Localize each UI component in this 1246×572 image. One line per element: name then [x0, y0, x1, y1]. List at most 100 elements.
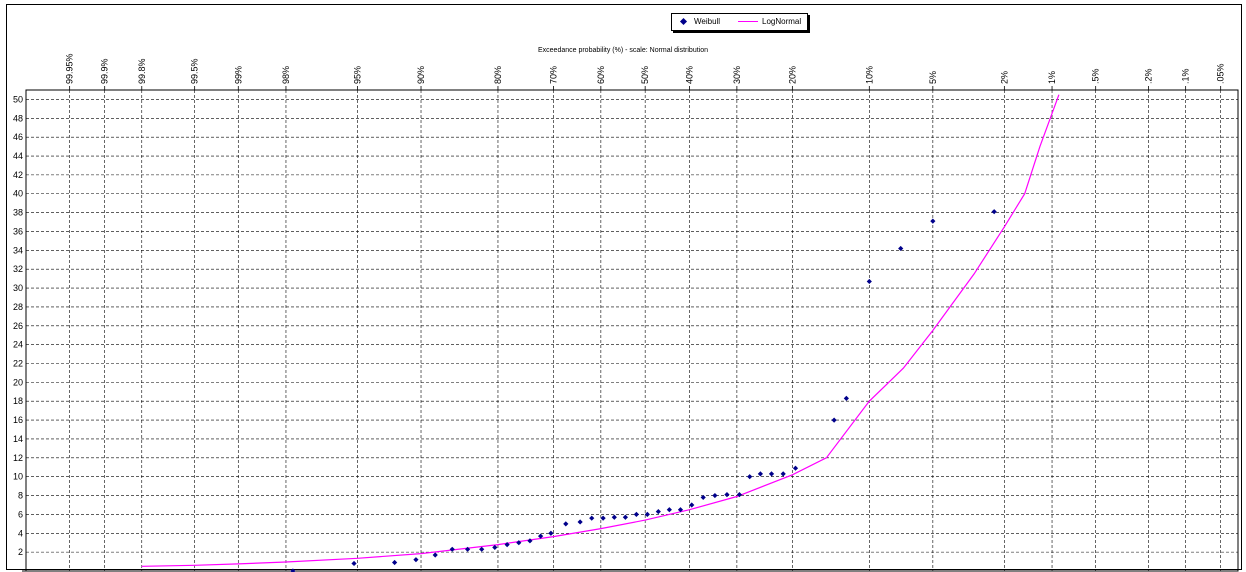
y-tick-label: 4 — [18, 528, 23, 538]
weibull-point — [712, 492, 718, 499]
x-tick-label: .1% — [1181, 68, 1191, 84]
x-tick-label: 50% — [640, 66, 650, 84]
y-tick-label: 24 — [13, 340, 23, 350]
weibull-point — [492, 544, 498, 551]
weibull-point — [504, 541, 510, 548]
legend-label-lognormal: LogNormal — [762, 17, 802, 26]
x-tick-label: 99.5% — [190, 58, 200, 84]
x-tick-label: 99.8% — [137, 58, 147, 84]
y-tick-label: 20 — [13, 377, 23, 387]
y-tick-label: 16 — [13, 415, 23, 425]
chart-frame — [6, 4, 1242, 570]
weibull-point — [930, 218, 936, 224]
y-tick-label: 30 — [13, 283, 23, 293]
lognormal-line-icon — [738, 21, 758, 22]
weibull-point — [757, 471, 763, 477]
weibull-point — [768, 471, 775, 477]
weibull-point — [747, 474, 753, 480]
weibull-point — [563, 521, 569, 527]
y-tick-label: 10 — [13, 472, 23, 482]
weibull-point — [290, 568, 296, 572]
y-tick-label: 12 — [13, 453, 23, 463]
y-tick-label: 46 — [13, 132, 23, 142]
x-tick-label: .05% — [1216, 63, 1226, 84]
weibull-point — [527, 538, 533, 544]
weibull-point — [644, 511, 650, 518]
x-tick-label: 30% — [732, 66, 742, 84]
weibull-point — [589, 515, 595, 521]
y-tick-label: 42 — [13, 170, 23, 180]
x-tick-label: 95% — [352, 66, 362, 84]
x-tick-label: 99.9% — [100, 58, 110, 84]
y-tick-label: 8 — [18, 491, 23, 501]
y-tick-label: 34 — [13, 245, 23, 255]
weibull-point — [516, 540, 522, 546]
y-tick-label: 6 — [18, 509, 23, 519]
x-tick-label: 80% — [493, 66, 503, 84]
x-tick-label: 99% — [233, 66, 243, 84]
weibull-point — [831, 417, 837, 423]
weibull-point — [736, 492, 743, 498]
y-tick-label: 32 — [13, 264, 23, 274]
weibull-point — [464, 546, 471, 552]
x-tick-label: 5% — [928, 71, 938, 84]
weibull-point — [898, 245, 904, 252]
x-tick-label: 90% — [416, 66, 426, 84]
y-tick-label: 40 — [13, 189, 23, 199]
legend-label-weibull: Weibull — [694, 17, 721, 26]
weibull-point — [780, 471, 786, 477]
x-tick-label: 70% — [548, 66, 558, 84]
weibull-point — [792, 465, 799, 471]
plot-area-border — [25, 89, 1239, 572]
x-tick-label: 40% — [684, 66, 694, 84]
chart-title: Exceedance probability (%) - scale: Norm… — [537, 47, 709, 54]
weibull-point — [724, 492, 730, 498]
legend-item-lognormal: LogNormal — [738, 17, 801, 26]
weibull-point — [689, 502, 695, 508]
y-tick-label: 18 — [13, 396, 23, 406]
weibull-point — [351, 560, 357, 567]
weibull-point — [479, 546, 485, 552]
y-tick-label: 2 — [18, 547, 23, 557]
x-tick-label: .2% — [1144, 68, 1154, 84]
weibull-point — [843, 395, 849, 402]
y-tick-label: 14 — [13, 434, 23, 444]
y-tick-label: 38 — [13, 208, 23, 218]
weibull-point — [866, 278, 872, 285]
weibull-point — [392, 559, 398, 566]
y-tick-label: 28 — [13, 302, 23, 312]
y-tick-label: 36 — [13, 226, 23, 236]
weibull-point — [655, 508, 661, 515]
y-tick-label: 44 — [13, 151, 23, 161]
x-tick-label: 20% — [787, 66, 797, 84]
legend-item-weibull: Weibull — [679, 17, 721, 26]
y-tick-label: 22 — [13, 359, 23, 369]
x-tick-label: 1% — [1047, 71, 1057, 84]
weibull-point — [677, 507, 684, 513]
x-tick-label: 2% — [999, 71, 1009, 84]
weibull-point — [548, 530, 554, 536]
weibull-point — [611, 514, 617, 520]
chart-legend: Weibull LogNormal — [671, 13, 808, 31]
x-tick-label: 10% — [864, 66, 874, 84]
x-tick-label: 60% — [596, 66, 606, 84]
weibull-point — [666, 507, 672, 513]
weibull-point — [600, 515, 606, 521]
y-tick-label: 48 — [13, 113, 23, 123]
weibull-point — [633, 511, 639, 518]
weibull-point — [700, 494, 706, 501]
x-tick-label: 98% — [281, 66, 291, 84]
weibull-point — [991, 209, 997, 215]
weibull-point — [449, 546, 455, 552]
weibull-point — [413, 557, 419, 563]
y-tick-label: 26 — [13, 321, 23, 331]
x-tick-label: 99.95% — [65, 53, 75, 84]
lognormal-line — [141, 94, 1060, 567]
weibull-point — [538, 533, 544, 539]
y-tick-label: 50 — [13, 94, 23, 104]
x-tick-label: .5% — [1091, 68, 1101, 84]
weibull-point — [577, 519, 583, 525]
weibull-point — [432, 552, 438, 558]
weibull-point — [622, 514, 628, 520]
